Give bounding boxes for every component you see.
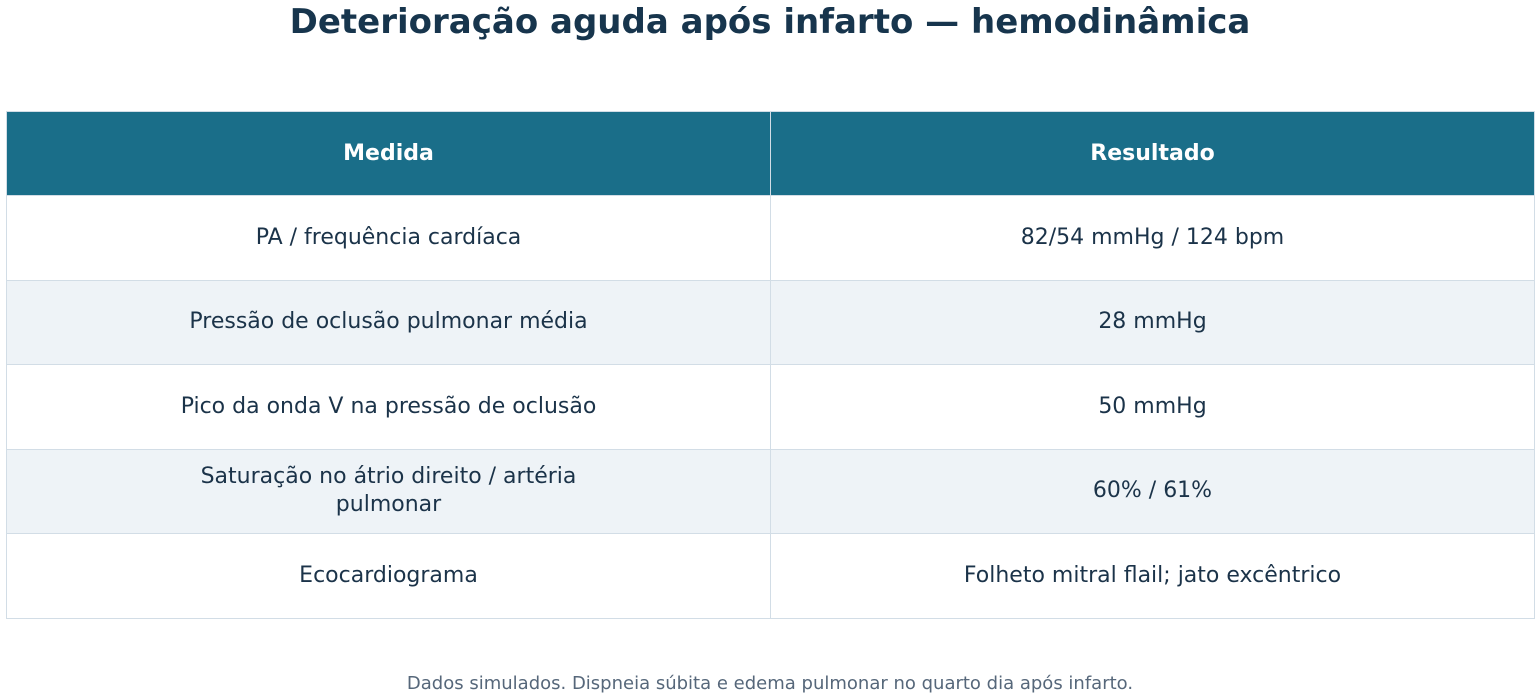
table-row: Ecocardiograma Folheto mitral flail; jat… (6, 533, 1535, 619)
measure-label: Pico da onda V na pressão de oclusão (180, 393, 597, 419)
measure-cell: PA / frequência cardíaca (6, 195, 771, 281)
hemodynamics-table: Medida Resultado PA / frequência cardíac… (6, 111, 1535, 619)
table-row: Pressão de oclusão pulmonar média 28 mmH… (6, 279, 1535, 365)
column-header-result: Resultado (770, 111, 1535, 196)
table-row: PA / frequência cardíaca 82/54 mmHg / 12… (6, 195, 1535, 281)
measure-cell: Pressão de oclusão pulmonar média (6, 279, 771, 365)
table-row: Saturação no átrio direito / artéria pul… (6, 448, 1535, 534)
page-title: Deterioração aguda após infarto — hemodi… (289, 2, 1251, 42)
measure-label: Saturação no átrio direito / artéria pul… (200, 464, 577, 518)
measure-cell: Ecocardiograma (6, 533, 771, 619)
table-row: Pico da onda V na pressão de oclusão 50 … (6, 364, 1535, 450)
result-cell: 28 mmHg (770, 279, 1535, 365)
measure-label: PA / frequência cardíaca (255, 224, 522, 250)
result-cell: 60% / 61% (770, 448, 1535, 534)
measure-cell: Saturação no átrio direito / artéria pul… (6, 448, 771, 534)
result-cell: 82/54 mmHg / 124 bpm (770, 195, 1535, 281)
table-header-row: Medida Resultado (6, 111, 1535, 196)
result-cell: 50 mmHg (770, 364, 1535, 450)
measure-label: Pressão de oclusão pulmonar média (189, 309, 588, 335)
measure-cell: Pico da onda V na pressão de oclusão (6, 364, 771, 450)
column-header-measure: Medida (6, 111, 771, 196)
measure-label: Ecocardiograma (299, 562, 478, 588)
footnote: Dados simulados. Dispneia súbita e edema… (406, 673, 1134, 694)
result-cell: Folheto mitral flail; jato excêntrico (770, 533, 1535, 619)
